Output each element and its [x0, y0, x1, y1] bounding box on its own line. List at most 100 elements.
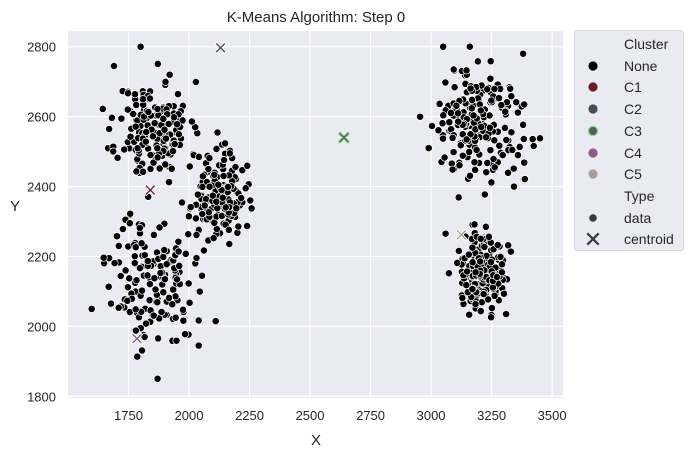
circle-marker-icon [585, 210, 601, 226]
data-point [184, 212, 193, 221]
data-point [172, 336, 181, 345]
data-point [237, 194, 246, 202]
data-point [104, 282, 113, 291]
data-point [458, 293, 467, 302]
data-point [462, 66, 471, 75]
data-point [482, 168, 491, 177]
data-point [194, 316, 203, 325]
circle-marker-icon [585, 166, 601, 182]
data-point [481, 222, 490, 231]
data-point [143, 271, 152, 280]
data-point [490, 291, 499, 300]
data-point [123, 283, 132, 292]
data-point [181, 330, 190, 339]
data-point [221, 203, 230, 212]
data-point [217, 212, 226, 220]
data-point [198, 182, 207, 191]
data-point [174, 247, 183, 256]
data-point [528, 135, 537, 144]
data-point [449, 65, 458, 74]
data-point [214, 180, 223, 189]
data-point [141, 137, 150, 146]
data-point [151, 285, 160, 294]
data-point [439, 134, 447, 143]
data-point [131, 243, 140, 252]
data-point [149, 230, 158, 239]
data-point [466, 84, 475, 93]
x-tick-label: 2500 [296, 408, 325, 423]
data-point [171, 313, 180, 322]
data-point [247, 204, 256, 213]
data-point [438, 119, 447, 128]
data-point [155, 223, 164, 232]
data-point [452, 101, 461, 110]
data-point [246, 196, 255, 205]
data-point [454, 193, 463, 202]
data-point [513, 108, 522, 117]
data-point [173, 120, 182, 129]
data-point [191, 214, 200, 223]
data-point [131, 305, 140, 314]
data-point [473, 57, 482, 66]
data-point [165, 293, 173, 302]
data-point [471, 165, 480, 174]
data-point [204, 165, 213, 173]
data-point [154, 334, 163, 343]
data-point [110, 62, 118, 70]
data-point [500, 123, 509, 132]
data-point [205, 182, 214, 191]
data-point [446, 108, 455, 117]
data-point [512, 98, 521, 107]
data-point [224, 225, 233, 234]
data-point [110, 259, 119, 268]
data-point [159, 114, 168, 123]
data-point [462, 135, 471, 144]
data-point [489, 155, 498, 163]
data-point [136, 42, 145, 51]
data-point [504, 168, 512, 177]
data-point [160, 275, 169, 284]
data-point [133, 352, 142, 361]
data-point [529, 142, 538, 150]
data-point [150, 119, 159, 128]
data-point [453, 258, 462, 267]
legend-item-data: data [575, 208, 683, 228]
data-point [515, 142, 524, 151]
data-point [444, 269, 453, 278]
data-point [129, 110, 138, 118]
data-point [428, 122, 436, 130]
data-point [131, 326, 140, 335]
data-point [501, 107, 510, 116]
data-point [466, 171, 474, 180]
data-point [144, 108, 153, 116]
data-point [486, 74, 495, 83]
data-point [174, 130, 183, 139]
data-point [161, 160, 170, 169]
data-point [160, 125, 169, 134]
data-point [161, 77, 170, 86]
data-point [483, 85, 492, 94]
data-point [137, 239, 146, 248]
data-point [465, 147, 474, 156]
data-point [164, 120, 173, 128]
data-point [440, 153, 449, 162]
data-point [165, 70, 174, 79]
y-tick-label: 2800 [27, 40, 56, 55]
data-point [181, 249, 190, 258]
data-point [232, 204, 241, 213]
data-point [204, 208, 213, 217]
x-tick-label: 2000 [175, 408, 204, 423]
data-point [199, 246, 208, 255]
data-point [194, 152, 203, 161]
data-point [477, 122, 486, 131]
data-point [142, 319, 151, 328]
data-point [159, 288, 168, 297]
data-point [173, 275, 181, 284]
data-point [170, 113, 178, 122]
data-point [455, 161, 464, 170]
data-point [153, 144, 162, 153]
circle-marker-icon [585, 145, 601, 161]
y-axis-label: Y [10, 198, 20, 215]
data-point [441, 78, 450, 87]
centroid-markers [130, 41, 468, 345]
